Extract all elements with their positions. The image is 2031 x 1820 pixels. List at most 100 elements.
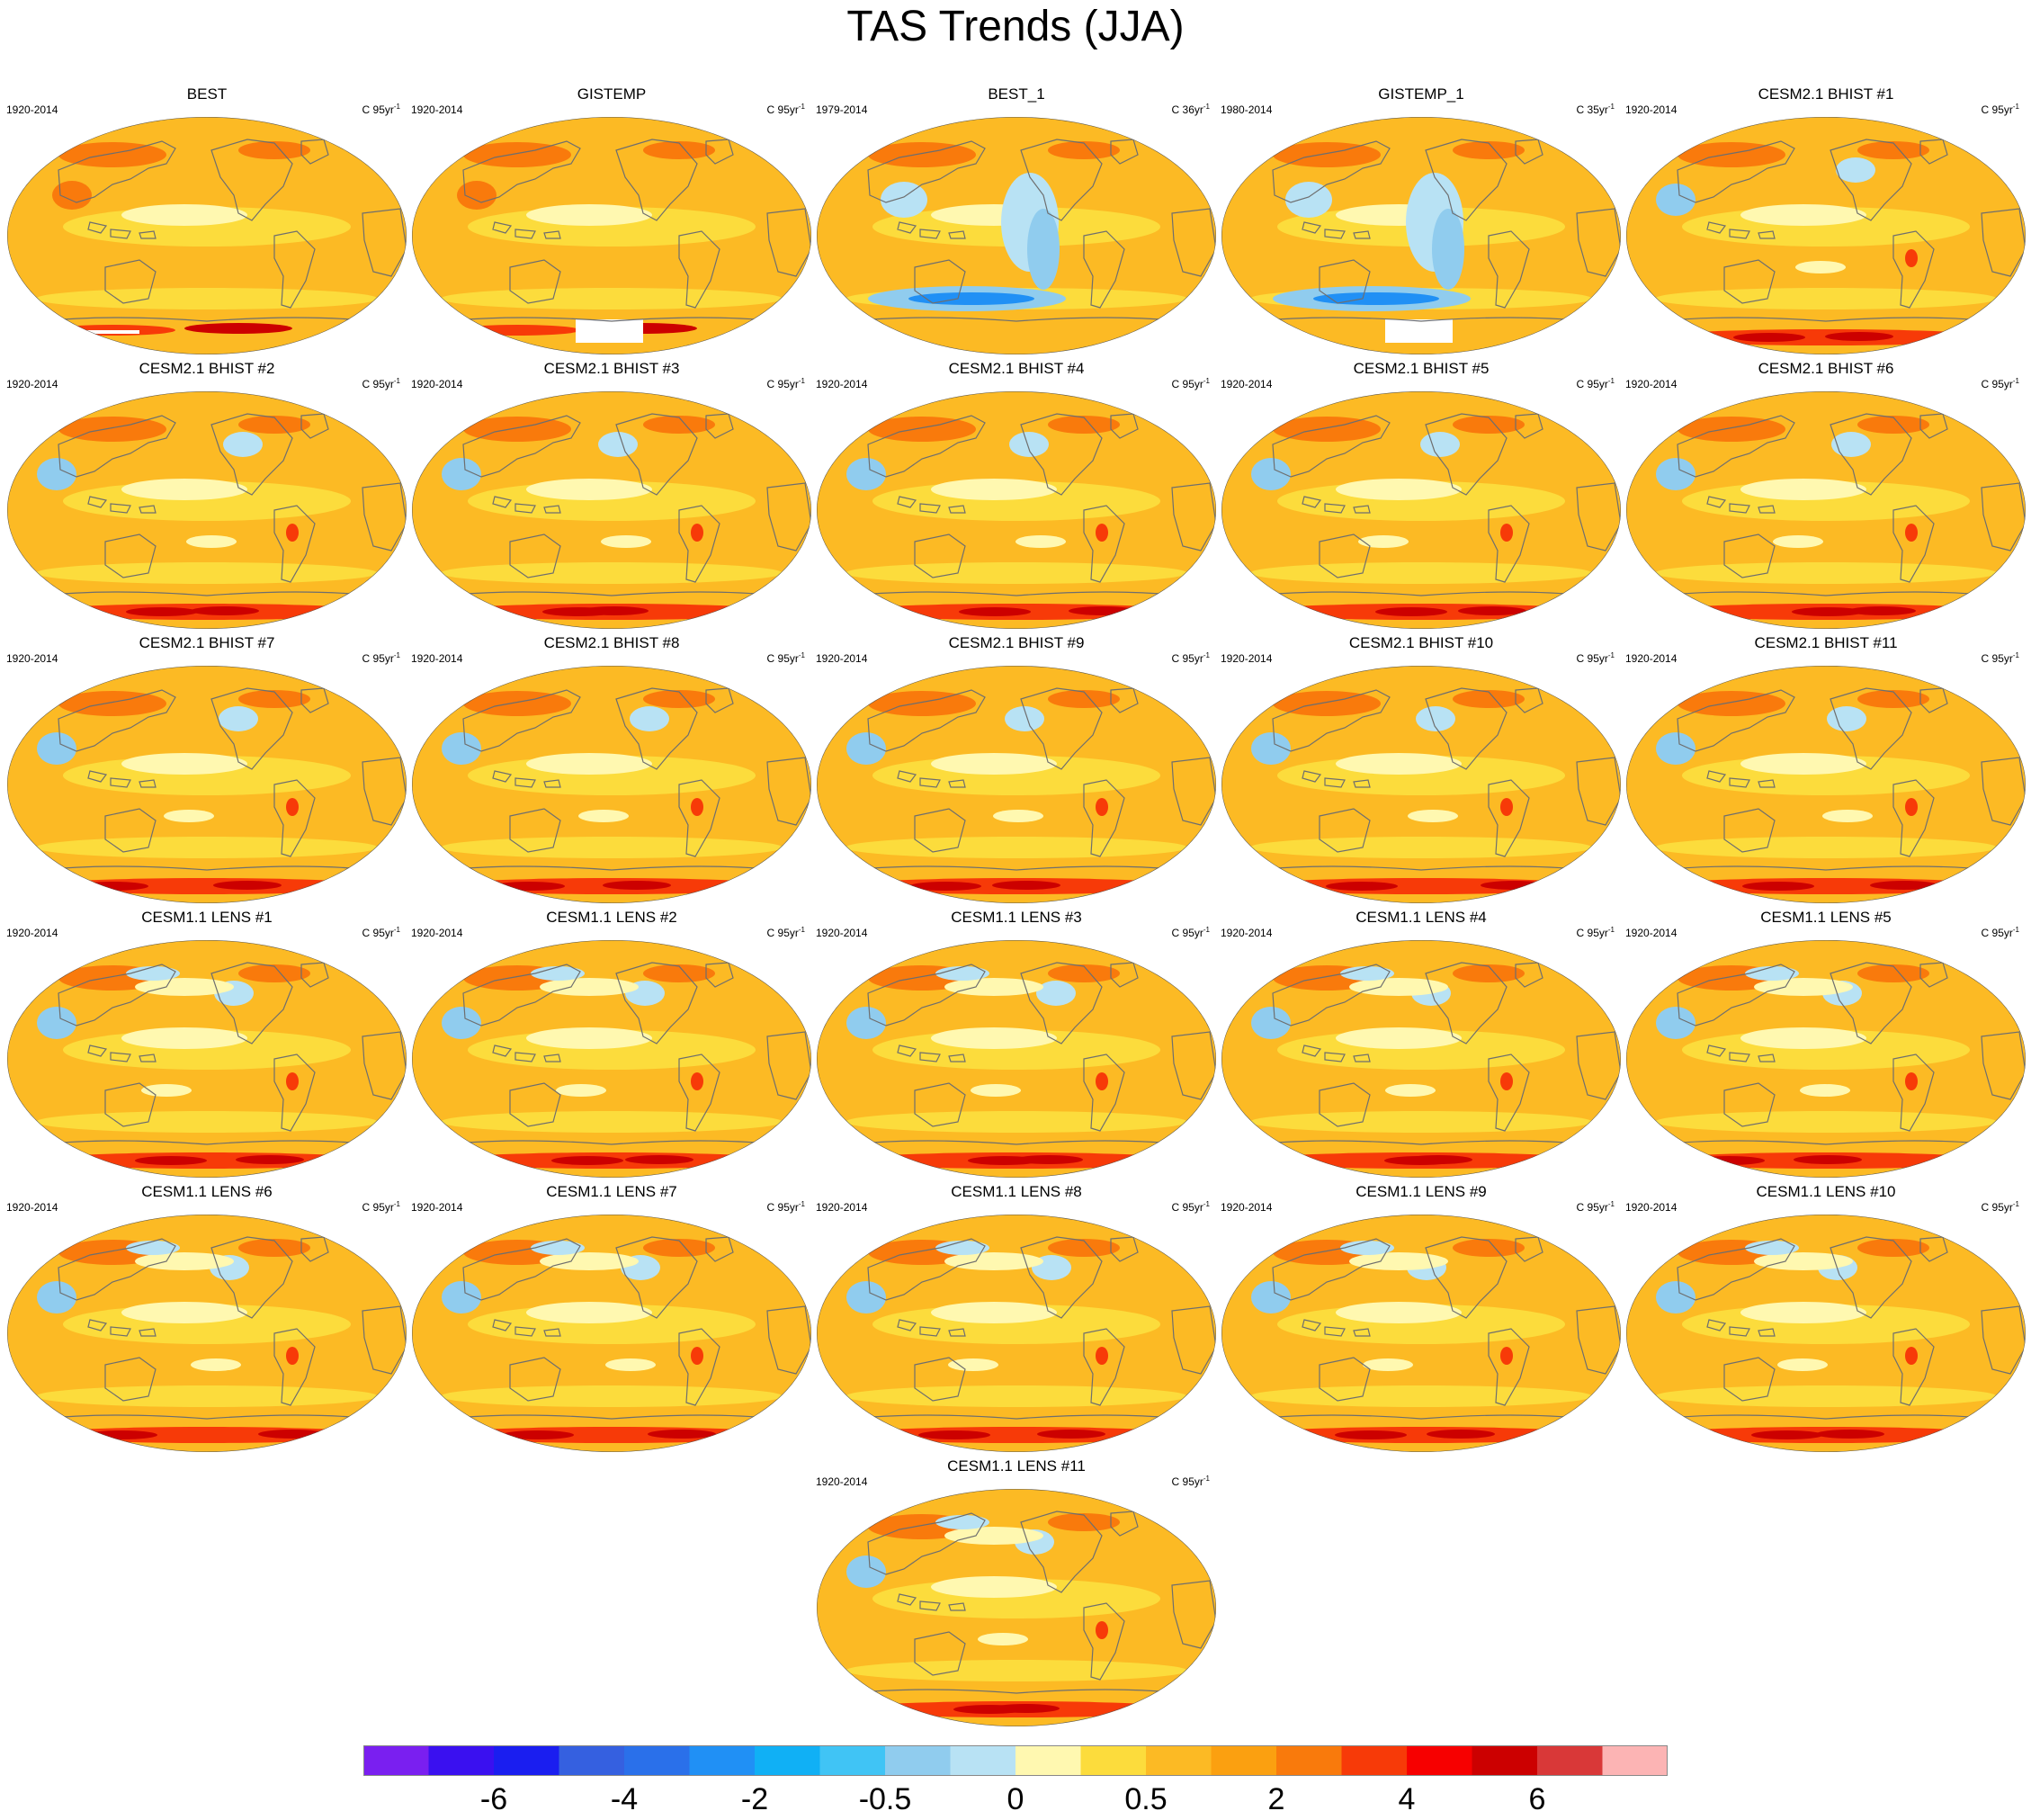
panel-title: CESM1.1 LENS #2 <box>546 909 677 926</box>
south-america-warm-spot <box>1905 524 1918 542</box>
southern-ocean-band <box>846 1660 1187 1681</box>
coastline <box>705 139 734 165</box>
missing-data <box>1385 319 1453 343</box>
trend-map <box>412 1215 811 1452</box>
coastline <box>273 230 316 309</box>
colorbar-border <box>363 1745 1668 1776</box>
map-panel: BEST_1 1979-2014 C 36yr-1 <box>814 85 1219 359</box>
colorbar-swatch <box>1276 1745 1342 1776</box>
arctic-warm-patch <box>643 964 715 982</box>
panel-period: 1920-2014 <box>411 927 463 939</box>
coastline <box>362 1031 407 1100</box>
pale-patch <box>1754 978 1853 996</box>
colorbar-swatch <box>689 1745 756 1776</box>
south-america-warm-spot <box>1500 524 1513 542</box>
coastline <box>1659 865 1993 871</box>
south-america-warm-spot <box>1905 1072 1918 1090</box>
coastline <box>509 259 561 304</box>
coastline <box>362 1305 407 1375</box>
south-america-warm-spot <box>1096 1072 1108 1090</box>
coastline <box>300 687 329 713</box>
trend-map <box>817 391 1216 629</box>
coastline <box>678 505 720 583</box>
coastline <box>509 808 561 853</box>
panel-units: C 95yr-1 <box>1171 651 1210 665</box>
antarctic-warming-core <box>1037 1430 1105 1439</box>
coastline <box>1677 415 1795 478</box>
coastline <box>1515 687 1543 713</box>
pale-patch <box>1795 261 1846 273</box>
coastline <box>1706 496 1776 514</box>
panel-period: 1920-2014 <box>816 1201 868 1214</box>
panel-title: CESM1.1 LENS #5 <box>1760 909 1892 926</box>
coastline <box>509 1082 561 1127</box>
coastline <box>897 1593 966 1611</box>
coastline <box>444 1140 779 1145</box>
antarctic-warming-core <box>213 881 282 890</box>
coastline <box>678 1328 720 1406</box>
coastline <box>1319 808 1371 853</box>
antarctic-warming-core <box>918 1430 990 1439</box>
southern-ocean-cooling-core <box>908 292 1034 305</box>
arctic-warm-patch <box>1048 690 1120 708</box>
antarctic-warming-core <box>551 1156 623 1165</box>
southern-ocean-band <box>441 288 783 309</box>
trend-map <box>817 940 1216 1178</box>
coastline <box>1706 1319 1776 1337</box>
antarctic-warming-core <box>1481 881 1549 890</box>
panel-units: C 95yr-1 <box>1576 377 1615 390</box>
coastline <box>1020 1511 1103 1593</box>
east-pacific-cooling-core <box>1432 209 1464 290</box>
coastline <box>1254 317 1588 322</box>
southern-ocean-band <box>441 837 783 858</box>
coastline <box>1677 964 1795 1027</box>
panel-period: 1980-2014 <box>1221 103 1273 116</box>
pale-patch <box>121 1027 247 1049</box>
east-asia-cooling-halo <box>442 1281 481 1313</box>
southern-ocean-band <box>1655 1385 1997 1407</box>
panel-title: CESM2.1 BHIST #5 <box>1353 360 1490 377</box>
coastline <box>1892 1053 1935 1132</box>
coastline <box>867 1238 986 1301</box>
coastline <box>273 779 316 857</box>
panel-period: 1920-2014 <box>6 103 58 116</box>
panel-period: 1920-2014 <box>1625 378 1678 390</box>
pale-patch <box>164 810 214 822</box>
antarctic-warming-core <box>1870 881 1938 890</box>
arctic-warm-patch <box>1048 964 1120 982</box>
coastline <box>914 533 966 578</box>
pale-patch <box>1754 1252 1853 1270</box>
coastline <box>1110 139 1139 165</box>
trend-map <box>1221 391 1621 629</box>
coastline <box>492 221 561 239</box>
coastline <box>897 221 966 239</box>
southern-ocean-band <box>441 562 783 584</box>
coastline <box>1723 1357 1776 1402</box>
arctic-warm-patch <box>1857 964 1929 982</box>
coastline <box>1083 505 1125 583</box>
coastline <box>1706 1044 1776 1062</box>
trend-map <box>412 940 811 1178</box>
east-asia-cooling-halo <box>442 732 481 765</box>
colorbar-swatch <box>755 1745 820 1776</box>
coastline <box>210 139 293 221</box>
south-america-warm-spot <box>1096 798 1108 816</box>
panel-period: 1920-2014 <box>6 652 58 665</box>
east-asia-cooling-halo <box>846 1556 886 1588</box>
coastline <box>1020 413 1103 496</box>
east-asia-cooling-halo <box>1656 184 1695 216</box>
pale-patch <box>1740 479 1866 500</box>
antarctic-warming <box>36 1427 378 1443</box>
arctic-warm-patch <box>1857 1239 1929 1257</box>
east-pacific-cooling-core <box>1027 209 1060 290</box>
colorbar-swatch <box>1407 1745 1472 1776</box>
map-panel: CESM2.1 BHIST #5 1920-2014 C 95yr-1 <box>1219 360 1624 633</box>
pale-patch <box>1349 1252 1448 1270</box>
coastline <box>1830 413 1912 496</box>
map-panel: CESM1.1 LENS #2 1920-2014 C 95yr-1 <box>409 909 814 1182</box>
coastline <box>40 1140 374 1145</box>
east-asia-cooling-halo <box>37 458 76 490</box>
map-panel: CESM2.1 BHIST #10 1920-2014 C 95yr-1 <box>1219 634 1624 908</box>
south-america-warm-spot <box>691 1072 703 1090</box>
pale-patch <box>578 810 629 822</box>
